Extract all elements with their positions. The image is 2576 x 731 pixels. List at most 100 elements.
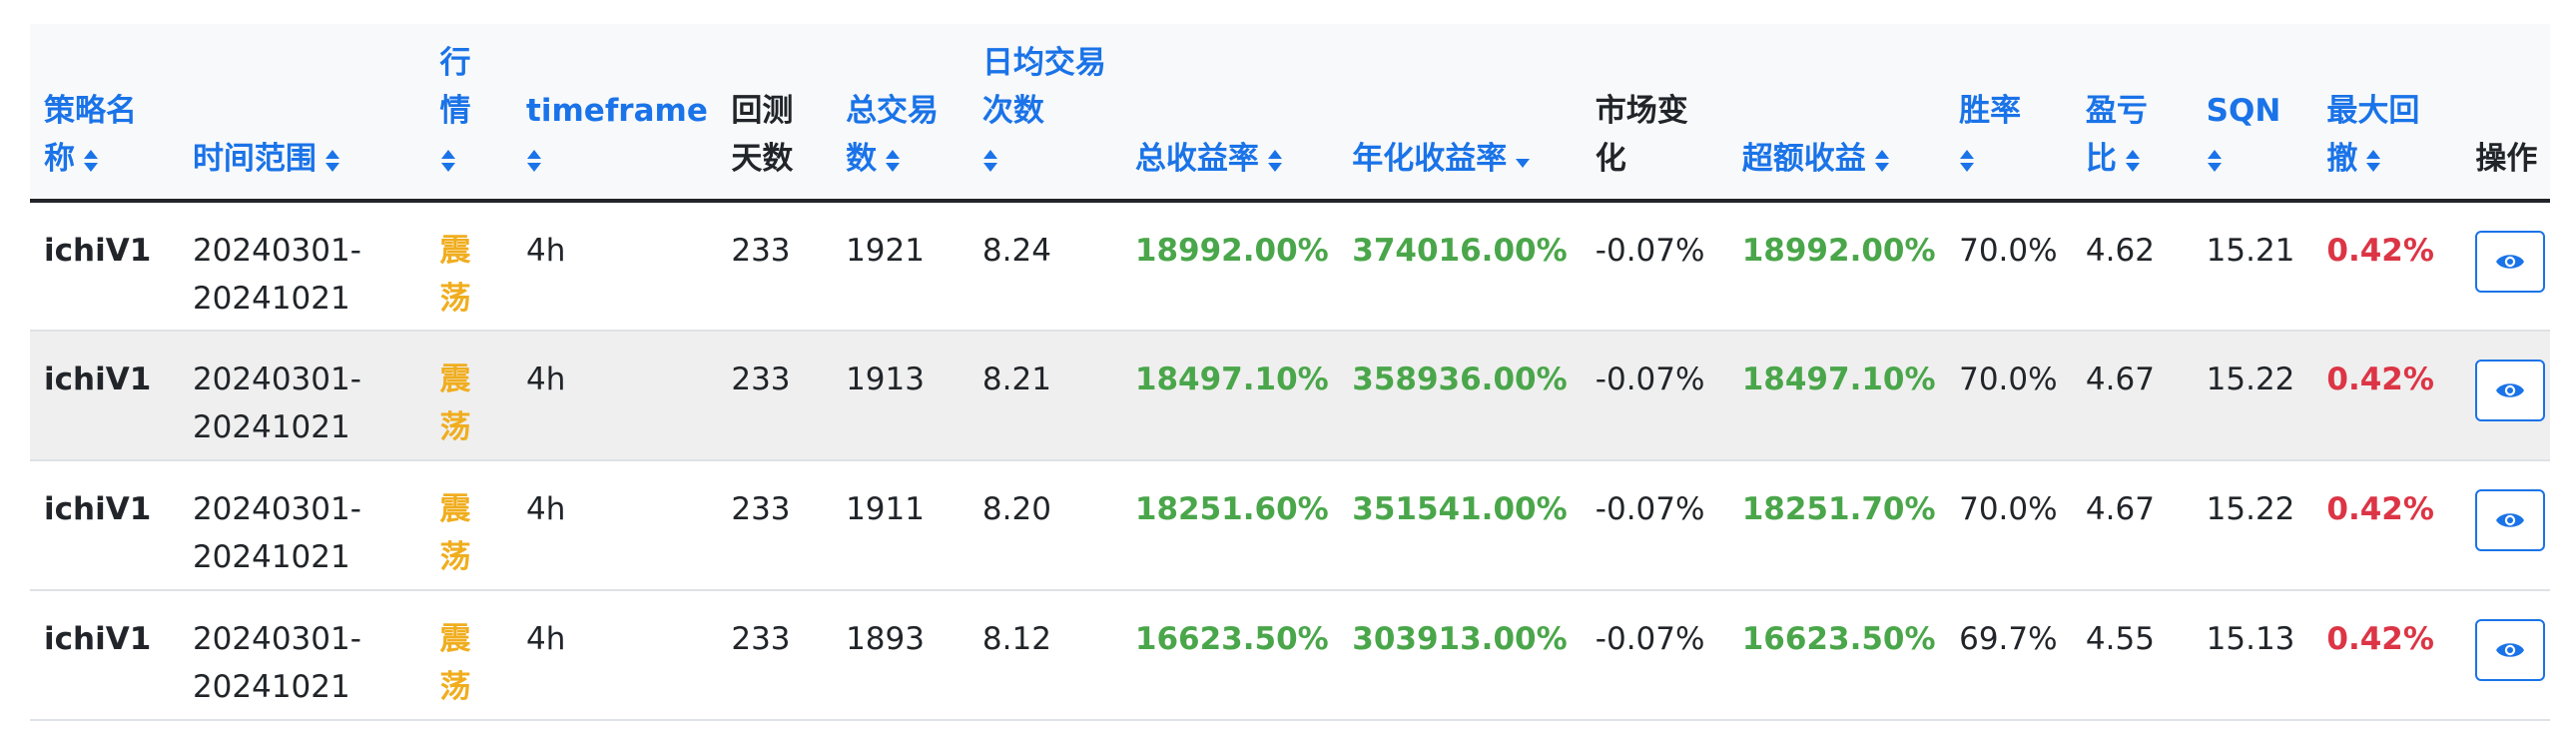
- header-range-label: 时间范围: [192, 141, 317, 177]
- header-pl-ratio-label: 盈亏比: [2085, 93, 2148, 177]
- header-annual-return[interactable]: 年化收益率: [1338, 24, 1582, 203]
- eye-icon: [2496, 513, 2525, 527]
- header-sqn[interactable]: SQN: [2192, 24, 2313, 203]
- header-drawdown-label: 最大回撤: [2326, 93, 2420, 177]
- cell-strategy: ichiV1: [44, 362, 152, 397]
- cell-strategy: ichiV1: [44, 233, 152, 269]
- cell-market: 震荡: [439, 233, 471, 317]
- header-daily[interactable]: 日均交易次数: [967, 24, 1121, 203]
- cell-market: 震荡: [439, 621, 471, 705]
- sort-updown-icon[interactable]: [2125, 148, 2141, 174]
- cell-sqn: 15.22: [2206, 491, 2295, 527]
- cell-market: 震荡: [439, 491, 471, 575]
- sort-updown-icon[interactable]: [885, 148, 901, 174]
- header-drawdown[interactable]: 最大回撤: [2312, 24, 2470, 203]
- header-action: 操作: [2469, 24, 2550, 203]
- header-total-return-label: 总收益率: [1134, 141, 1259, 177]
- cell-annual-return: 374016.00%: [1352, 233, 1568, 269]
- sort-updown-icon[interactable]: [440, 148, 456, 174]
- header-row: 策略名称 时间范围 行情 timeframe 回测天数 总交易数 日均交易次数 …: [30, 24, 2550, 203]
- cell-pl-ratio: 4.67: [2085, 491, 2155, 527]
- sort-updown-icon[interactable]: [2365, 148, 2381, 174]
- view-button[interactable]: [2475, 360, 2546, 421]
- cell-range: 20240301-20241021: [192, 621, 361, 705]
- header-pl-ratio[interactable]: 盈亏比: [2071, 24, 2193, 203]
- cell-market-change: -0.07%: [1595, 621, 1705, 657]
- table-container: 策略名称 时间范围 行情 timeframe 回测天数 总交易数 日均交易次数 …: [30, 24, 2550, 721]
- view-button[interactable]: [2475, 231, 2546, 293]
- cell-range: 20240301-20241021: [192, 362, 361, 445]
- view-button[interactable]: [2475, 619, 2546, 681]
- cell-action: [2469, 590, 2550, 720]
- header-range[interactable]: 时间范围: [178, 24, 426, 203]
- sort-updown-icon[interactable]: [1267, 148, 1283, 174]
- cell-excess: 16623.50%: [1741, 621, 1936, 657]
- sort-updown-icon[interactable]: [83, 148, 99, 174]
- cell-range: 20240301-20241021: [192, 233, 361, 317]
- cell-drawdown: 0.42%: [2326, 621, 2434, 657]
- header-sqn-label: SQN: [2206, 93, 2281, 129]
- eye-icon: [2496, 383, 2525, 397]
- cell-timeframe: 4h: [526, 491, 566, 527]
- cell-daily: 8.21: [981, 362, 1051, 397]
- sort-updown-icon[interactable]: [1874, 148, 1890, 174]
- cell-sqn: 15.13: [2206, 621, 2295, 657]
- header-excess-label: 超额收益: [1741, 141, 1866, 177]
- sort-updown-icon[interactable]: [324, 148, 340, 174]
- header-trades[interactable]: 总交易数: [832, 24, 968, 203]
- cell-sqn: 15.22: [2206, 362, 2295, 397]
- table-row: ichiV1 20240301-20241021 震荡 4h 233 1911 …: [30, 460, 2550, 590]
- cell-daily: 8.24: [981, 233, 1051, 269]
- sort-updown-icon[interactable]: [2207, 148, 2223, 174]
- cell-drawdown: 0.42%: [2326, 491, 2434, 527]
- view-button[interactable]: [2475, 489, 2546, 551]
- cell-total-return: 16623.50%: [1134, 621, 1329, 657]
- header-total-return[interactable]: 总收益率: [1120, 24, 1339, 203]
- cell-total-return: 18251.60%: [1134, 491, 1329, 527]
- cell-action: [2469, 331, 2550, 460]
- cell-market: 震荡: [439, 362, 471, 445]
- cell-daily: 8.12: [981, 621, 1051, 657]
- sort-down-icon[interactable]: [1515, 148, 1531, 174]
- header-trades-label: 总交易数: [846, 93, 940, 177]
- cell-total-return: 18992.00%: [1134, 233, 1329, 269]
- header-winrate[interactable]: 胜率: [1945, 24, 2072, 203]
- cell-excess: 18497.10%: [1741, 362, 1936, 397]
- cell-winrate: 70.0%: [1959, 233, 2058, 269]
- cell-timeframe: 4h: [526, 621, 566, 657]
- header-daily-label: 日均交易次数: [981, 45, 1106, 129]
- cell-trades: 1921: [846, 233, 925, 269]
- backtest-results-table: 策略名称 时间范围 行情 timeframe 回测天数 总交易数 日均交易次数 …: [30, 24, 2550, 721]
- table-row: ichiV1 20240301-20241021 震荡 4h 233 1921 …: [30, 201, 2550, 331]
- cell-daily: 8.20: [981, 491, 1051, 527]
- cell-drawdown: 0.42%: [2326, 233, 2434, 269]
- header-days-label: 回测天数: [731, 93, 794, 177]
- header-timeframe-label: timeframe: [526, 93, 708, 129]
- sort-updown-icon[interactable]: [1959, 148, 1975, 174]
- cell-range: 20240301-20241021: [192, 491, 361, 575]
- cell-pl-ratio: 4.55: [2085, 621, 2155, 657]
- sort-updown-icon[interactable]: [982, 148, 998, 174]
- cell-strategy: ichiV1: [44, 621, 152, 657]
- cell-days: 233: [731, 491, 791, 527]
- cell-timeframe: 4h: [526, 233, 566, 269]
- cell-pl-ratio: 4.67: [2085, 362, 2155, 397]
- sort-updown-icon[interactable]: [526, 148, 542, 174]
- cell-pl-ratio: 4.62: [2085, 233, 2155, 269]
- header-winrate-label: 胜率: [1959, 93, 2022, 129]
- header-excess[interactable]: 超额收益: [1727, 24, 1946, 203]
- cell-trades: 1913: [846, 362, 925, 397]
- cell-action: [2469, 460, 2550, 590]
- header-market-label: 行情: [439, 45, 471, 129]
- header-strategy[interactable]: 策略名称: [30, 24, 179, 203]
- header-market-change-label: 市场变化: [1595, 93, 1688, 177]
- header-annual-return-label: 年化收益率: [1352, 141, 1508, 177]
- cell-trades: 1911: [846, 491, 925, 527]
- table-row: ichiV1 20240301-20241021 震荡 4h 233 1893 …: [30, 590, 2550, 720]
- header-timeframe[interactable]: timeframe: [512, 24, 718, 203]
- cell-winrate: 70.0%: [1959, 362, 2058, 397]
- table-row: ichiV1 20240301-20241021 震荡 4h 233 1913 …: [30, 331, 2550, 460]
- cell-market-change: -0.07%: [1595, 362, 1705, 397]
- header-market[interactable]: 行情: [425, 24, 513, 203]
- cell-excess: 18992.00%: [1741, 233, 1936, 269]
